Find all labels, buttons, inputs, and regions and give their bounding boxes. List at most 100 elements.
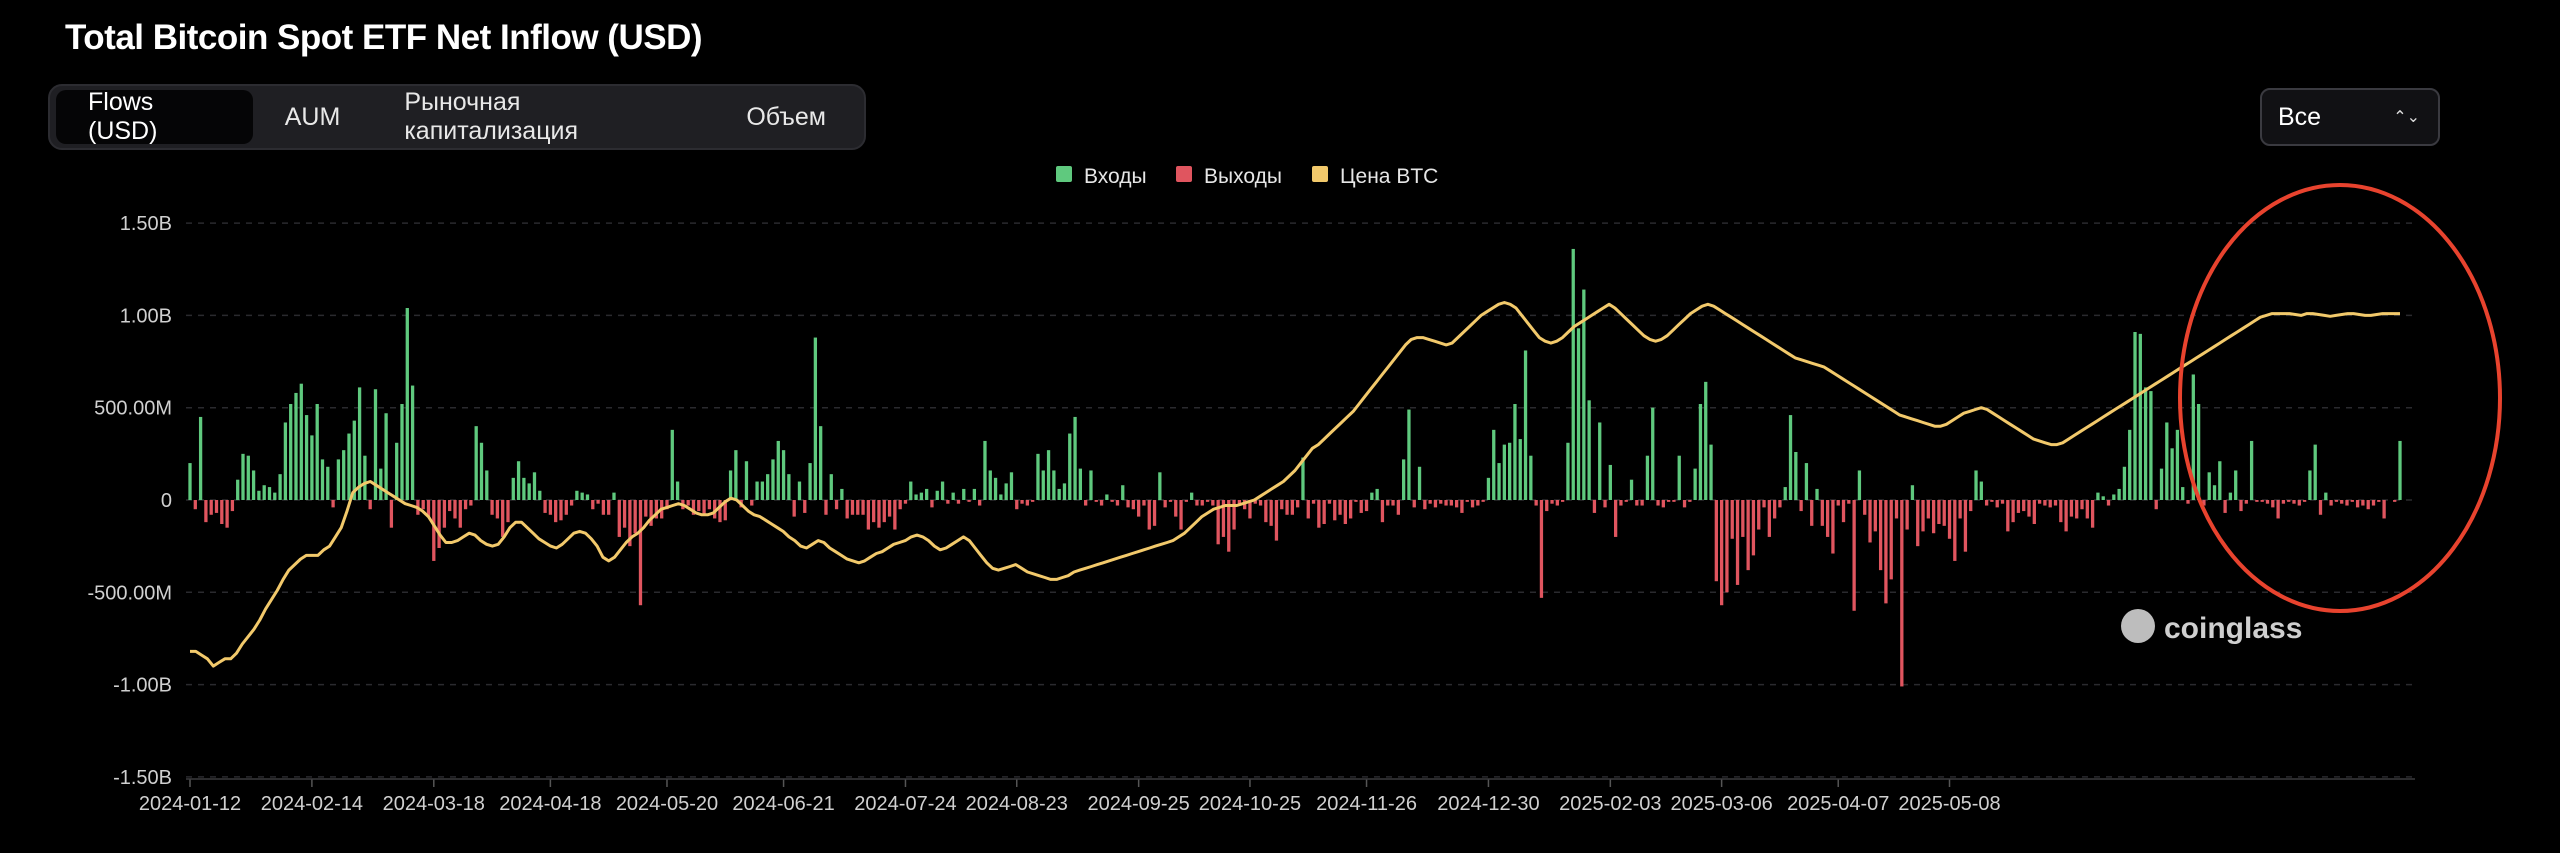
outflow-bar [1661,500,1665,508]
range-selector[interactable]: Все ⌃⌄ [2260,88,2440,146]
outflow-bar [2239,500,2243,512]
inflow-bar [2143,387,2148,500]
inflow-bar [1704,381,1708,500]
outflow-bar [1778,500,1782,508]
outflow-bar [1963,500,1968,552]
outflow-bar [1380,500,1385,523]
inflow-bar [2308,470,2312,500]
inflow-bar [2096,492,2100,500]
outflow-bar [1444,500,1448,506]
outflow-bar [697,500,701,512]
x-tick-label: 2024-02-14 [261,793,363,815]
inflow-bar [787,474,791,500]
inflow-bar [1794,452,1798,500]
outflow-bar [1889,500,1893,580]
inflow-bar [1057,488,1061,500]
outflow-bar [2329,500,2333,506]
outflow-bar [1137,500,1141,517]
outflow-bar [2075,500,2079,519]
inflow-bar [315,404,319,500]
inflow-bar [1974,470,1978,500]
inflow-bar [2101,496,2105,500]
outflow-bar [1333,500,1337,521]
inflow-bar [2212,485,2217,500]
inflow-bar [675,481,680,500]
inflow-bar [336,459,341,500]
outflow-bar [1560,500,1565,502]
outflow-bar [501,500,505,537]
outflow-bar [2355,500,2360,508]
outflow-bar [1470,500,1475,508]
tab-market-cap[interactable]: Рыночная капитализация [404,88,579,145]
x-tick-label: 2024-09-25 [1088,793,1190,815]
outflow-bar [1757,500,1761,530]
inflow-bar [1046,450,1051,500]
inflow-bar [2191,374,2195,500]
outflow-bar [1126,500,1130,508]
inflow-bar [580,492,584,500]
outflow-bar [2265,500,2270,504]
outflow-bar [845,500,849,519]
outflow-bar [1174,500,1178,517]
page-title: Total Bitcoin Spot ETF Net Inflow (USD) [65,18,703,57]
x-tick-label: 2024-06-21 [732,793,834,815]
outflow-bar [1900,500,1904,687]
outflow-bar [1205,500,1210,502]
inflow-bar [2175,429,2180,500]
outflow-bar [713,500,717,519]
tab-flows[interactable]: Flows (USD) [56,88,253,145]
highlight-circle [2178,183,2502,613]
outflow-bar [1285,500,1289,515]
outflow-bar [1772,500,1777,519]
outflow-bar [331,500,335,508]
outflow-bar [654,500,659,519]
outflow-bar [2271,500,2275,508]
outflow-bar [1142,500,1146,506]
outflow-bar [850,500,855,515]
inflow-bar [2324,492,2328,500]
inflow-bar [405,308,409,500]
legend-inflow-label: Входы [1084,165,1147,188]
inflow-bar [2165,422,2169,500]
inflow-bar [1571,248,1575,500]
outflow-bar [930,500,934,508]
inflow-bar [373,389,378,500]
inflow-bar [236,479,240,500]
inflow-bar [983,440,987,500]
inflow-bar [267,487,272,500]
inflow-bar [1788,415,1793,500]
outflow-bar [596,500,600,504]
outflow-bar [2287,500,2291,502]
inflow-bar [1804,463,1809,500]
outflow-bar [389,500,394,528]
tab-volume[interactable]: Объем [746,102,826,131]
inflow-bar [1301,457,1305,500]
outflow-bar [1322,500,1326,524]
outflow-bar [2080,500,2084,510]
inflow-bar [744,461,749,500]
inflow-bar [410,385,415,500]
tab-aum[interactable]: AUM [284,102,341,131]
outflow-bar [453,500,457,519]
outflow-bar [1327,500,1332,504]
outflow-bar [1868,500,1872,543]
outflow-bar [2382,500,2386,519]
outflow-bar [1894,500,1899,519]
inflow-bar [819,426,823,500]
outflow-bar [1873,500,1877,532]
y-axis-ticks: 1.50B 1.00B 500.00M 0 -500.00M -1.00B -1.50B [88,213,173,789]
inflow-bar [1052,470,1056,500]
outflow-bar [209,500,213,515]
outflow-bar [956,500,961,504]
outflow-bar [2085,500,2089,519]
inflow-bar [1709,444,1713,500]
inflow-bar [1576,328,1581,500]
outflow-bar [1163,500,1167,508]
outflow-bar [718,500,722,523]
inflow-bar [728,470,733,500]
x-tick-label: 2024-10-25 [1199,793,1301,815]
outflow-bar [2244,500,2248,504]
outflow-bar [1825,500,1830,537]
inflow-bar [479,442,484,500]
outflow-bar [1603,500,1607,508]
